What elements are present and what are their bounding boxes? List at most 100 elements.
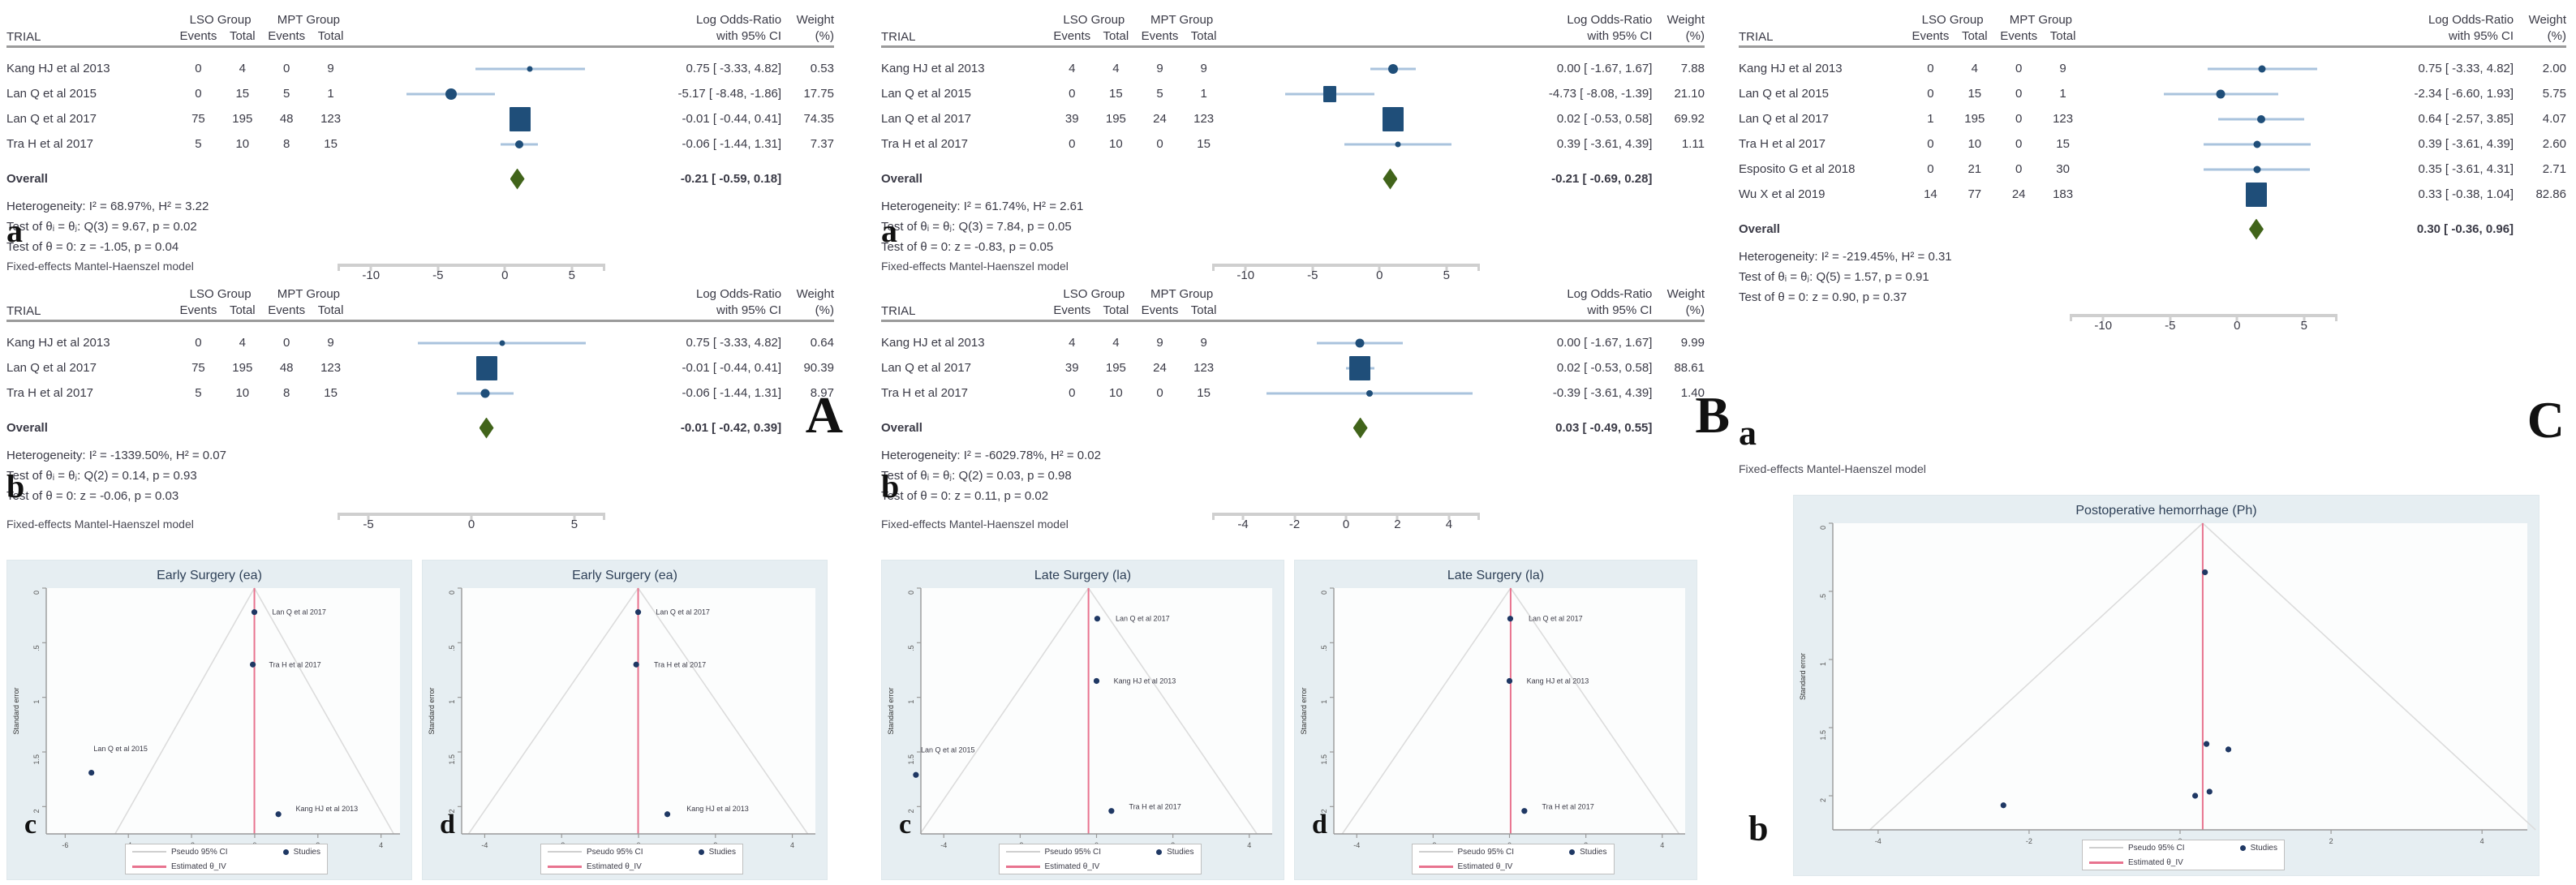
subplot-letter-b: b bbox=[1748, 809, 1769, 848]
funnel-plot-title: Late Surgery (la) bbox=[1447, 569, 1545, 582]
panel-c: C LSO Group MPT Group Log Odds-Ratio Weight… bbox=[1732, 0, 2576, 885]
header-group-mpt: MPT Group bbox=[1150, 286, 1214, 301]
row-trial-name: Kang HJ et al 2013 bbox=[6, 336, 110, 350]
axis-tick bbox=[503, 264, 506, 271]
axis-tick-label: 4 bbox=[1445, 518, 1453, 531]
header-weight-pct: (%) bbox=[815, 303, 834, 317]
legend-studies-group: Studies bbox=[698, 848, 736, 857]
legend-label-pseudo-ci: Pseudo 95% CI bbox=[1044, 847, 1102, 857]
table-row: Kang HJ et al 2013 4 4 9 9 0.00 [ -1.67, 1.67… bbox=[881, 56, 1705, 81]
overall-blank bbox=[1094, 415, 1137, 440]
table-row: Lan Q et al 2015 0 15 5 1 -5.17 [ -8.48, -1.8… bbox=[6, 81, 834, 106]
header-plot-spacer bbox=[353, 286, 633, 302]
legend-label-studies: Studies bbox=[1580, 847, 1607, 857]
row-lso-events: 39 bbox=[1064, 112, 1079, 126]
row-trial-name: Kang HJ et al 2013 bbox=[881, 336, 985, 350]
overall-diamond-marker bbox=[1353, 417, 1368, 439]
header-lso-events: Events bbox=[1912, 28, 1950, 43]
overall-blank bbox=[264, 166, 308, 191]
svg-text:Lan Q et al 2015: Lan Q et al 2015 bbox=[93, 745, 148, 753]
svg-text:.5: .5 bbox=[907, 645, 915, 651]
overall-diamond-marker bbox=[479, 417, 494, 439]
axis-tick-labels: -10 -5 0 5 bbox=[2070, 317, 2337, 333]
svg-text:1.5: 1.5 bbox=[448, 754, 456, 765]
row-mpt-total: 1 bbox=[327, 87, 334, 101]
row-mpt-total: 123 bbox=[320, 361, 342, 375]
statistics-block: Heterogeneity: I² = -1339.50%, H² = 0.07… bbox=[6, 445, 834, 506]
row-weight: 1.40 bbox=[1680, 386, 1705, 400]
row-mpt-total: 9 bbox=[327, 62, 334, 75]
header-trial: TRIAL bbox=[1739, 30, 1774, 44]
statistics-block: Heterogeneity: I² = 61.74%, H² = 2.61 Tes… bbox=[881, 196, 1705, 257]
forest-table: LSO Group MPT Group Log Odds-Ratio Weight TR… bbox=[1739, 11, 2566, 45]
row-weight: 0.64 bbox=[810, 336, 834, 350]
row-lso-total: 4 bbox=[239, 62, 246, 75]
row-lso-total: 195 bbox=[1964, 112, 1985, 126]
statistics-block: Heterogeneity: I² = -6029.78%, H² = 0.02… bbox=[881, 445, 1705, 506]
header-group-lso: LSO Group bbox=[189, 286, 252, 301]
overall-plot-cell bbox=[1226, 415, 1505, 440]
header-trial: TRIAL bbox=[6, 30, 41, 44]
forest-plot-a: LSO Group MPT Group Log Odds-Ratio Weight TR… bbox=[1739, 11, 2566, 333]
svg-text:0: 0 bbox=[907, 591, 915, 595]
overall-blank bbox=[1953, 217, 1997, 242]
axis-tick bbox=[2303, 314, 2306, 321]
row-weight: 90.39 bbox=[803, 361, 834, 375]
svg-text:Tra H et al 2017: Tra H et al 2017 bbox=[269, 660, 320, 668]
row-trial-name: Kang HJ et al 2013 bbox=[6, 62, 110, 75]
row-lso-total: 4 bbox=[239, 336, 246, 350]
svg-text:-6: -6 bbox=[62, 841, 68, 849]
test-of-theta-stat: Test of θᵢ = θⱼ: Q(3) = 9.67, p = 0.02 bbox=[6, 220, 197, 234]
axis-tick bbox=[573, 513, 576, 520]
test-of-zero-stat: Test of θ = 0: z = -0.83, p = 0.05 bbox=[881, 240, 1054, 254]
row-weight: 17.75 bbox=[803, 87, 834, 101]
axis-tick bbox=[1445, 264, 1448, 271]
header-weight: Weight bbox=[1666, 12, 1705, 27]
row-lso-total: 21 bbox=[1967, 162, 1982, 176]
table-row: Tra H et al 2017 0 10 0 15 0.39 [ -3.61, 4.39… bbox=[1739, 131, 2566, 157]
header-spacer bbox=[881, 11, 1050, 28]
plot-graphic bbox=[1226, 355, 1505, 380]
header-lso-events: Events bbox=[1053, 28, 1091, 43]
row-lso-total: 15 bbox=[235, 87, 250, 101]
row-lso-total: 4 bbox=[1112, 336, 1120, 350]
legend-label-studies: Studies bbox=[2250, 843, 2277, 853]
estimated-theta-swatch-icon bbox=[132, 865, 166, 868]
effect-size-marker bbox=[475, 355, 497, 380]
row-lso-total: 10 bbox=[235, 386, 250, 400]
header-group-mpt: MPT Group bbox=[277, 12, 341, 27]
svg-text:1: 1 bbox=[1320, 700, 1328, 704]
plot-graphic bbox=[353, 330, 633, 355]
header-plot-spacer2 bbox=[2085, 28, 2365, 44]
header-odds-ratio-ci: with 95% CI bbox=[1587, 28, 1653, 43]
table-row: Lan Q et al 2017 39 195 24 123 0.02 [ -0.53, … bbox=[881, 355, 1705, 380]
pseudo-ci-swatch-icon bbox=[132, 851, 166, 853]
overall-blank bbox=[308, 415, 352, 440]
subplot-letter-b: b bbox=[881, 468, 900, 505]
plot-graphic bbox=[2085, 81, 2365, 106]
overall-blank bbox=[2041, 217, 2084, 242]
axis-line bbox=[338, 513, 605, 520]
row-lso-events: 0 bbox=[1927, 137, 1934, 151]
row-mpt-total: 15 bbox=[1197, 386, 1211, 400]
row-plot-cell bbox=[1226, 131, 1505, 157]
pseudo-ci-swatch-icon bbox=[1418, 851, 1453, 853]
row-weight: 0.53 bbox=[810, 62, 834, 75]
axis-tick bbox=[1244, 264, 1247, 271]
svg-text:-4: -4 bbox=[1353, 841, 1360, 849]
axis-tick-labels: -4 -2 0 2 4 bbox=[1212, 516, 1480, 532]
header-mpt-events: Events bbox=[268, 303, 306, 317]
svg-text:Lan Q et al 2015: Lan Q et al 2015 bbox=[921, 745, 975, 754]
row-mpt-events: 0 bbox=[2015, 137, 2023, 151]
header-plot-spacer2 bbox=[1226, 28, 1505, 44]
axis-tick bbox=[1293, 513, 1297, 520]
row-weight: 82.86 bbox=[2535, 187, 2566, 201]
header-mpt-events: Events bbox=[1141, 28, 1179, 43]
statistics-block: Heterogeneity: I² = -219.45%, H² = 0.31 T… bbox=[1739, 247, 2566, 307]
row-lso-total: 195 bbox=[1105, 112, 1126, 126]
model-note: Fixed-effects Mantel-Haenszel model bbox=[881, 518, 1069, 531]
test-of-zero-stat: Test of θ = 0: z = 0.90, p = 0.37 bbox=[1739, 290, 1907, 304]
header-group-mpt: MPT Group bbox=[277, 286, 341, 301]
row-plot-cell bbox=[353, 380, 633, 406]
svg-text:2: 2 bbox=[2329, 837, 2333, 845]
